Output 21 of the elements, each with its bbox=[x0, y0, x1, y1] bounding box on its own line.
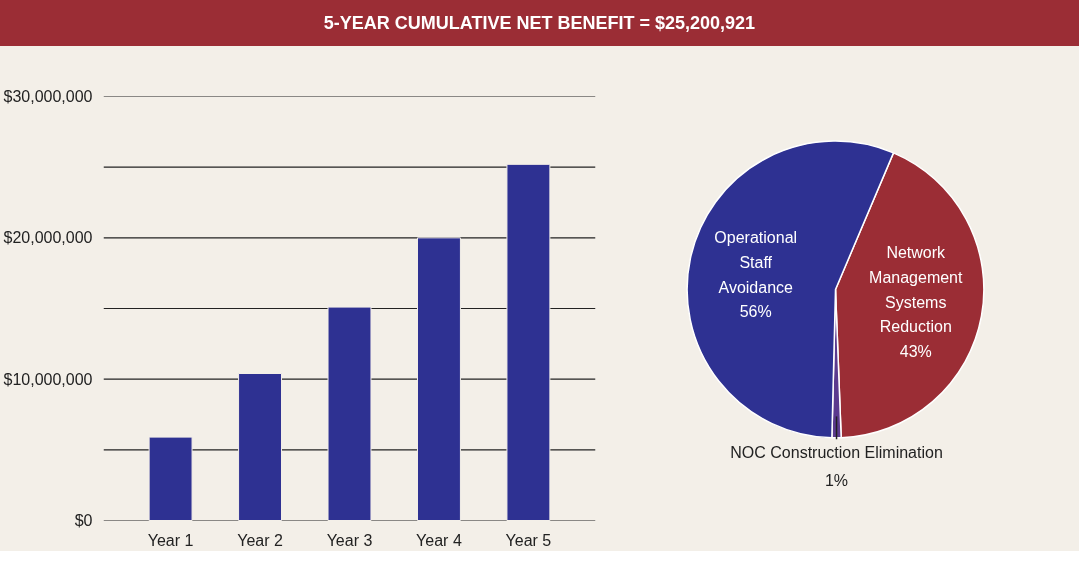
x-tick-label: Year 2 bbox=[237, 531, 283, 549]
y-tick-label: $20,000,000 bbox=[3, 229, 93, 247]
x-tick-label: Year 3 bbox=[326, 531, 373, 549]
bar bbox=[327, 306, 372, 521]
data-label: 43% bbox=[899, 342, 932, 360]
x-tick-label: Year 5 bbox=[505, 531, 552, 549]
x-tick-label: Year 4 bbox=[416, 531, 462, 549]
bar bbox=[506, 163, 551, 521]
data-label: 56% bbox=[739, 303, 772, 321]
chart-title: 5-YEAR CUMULATIVE NET BENEFIT = $25,200,921 bbox=[0, 0, 1079, 46]
slice-label: Operational Staff Avoidance bbox=[714, 229, 798, 296]
x-tick-label: Year 1 bbox=[147, 531, 194, 549]
bar bbox=[416, 237, 461, 521]
slice-label: NOC Construction Elimination bbox=[730, 444, 943, 462]
bar bbox=[148, 436, 193, 521]
bar bbox=[238, 373, 283, 521]
slice-label: Network Management Systems Reduction bbox=[869, 244, 964, 336]
y-tick-label: $30,000,000 bbox=[3, 88, 93, 105]
y-tick-label: $10,000,000 bbox=[3, 370, 93, 388]
data-label: 1% bbox=[824, 471, 849, 489]
y-tick-label: $0 bbox=[74, 512, 93, 529]
